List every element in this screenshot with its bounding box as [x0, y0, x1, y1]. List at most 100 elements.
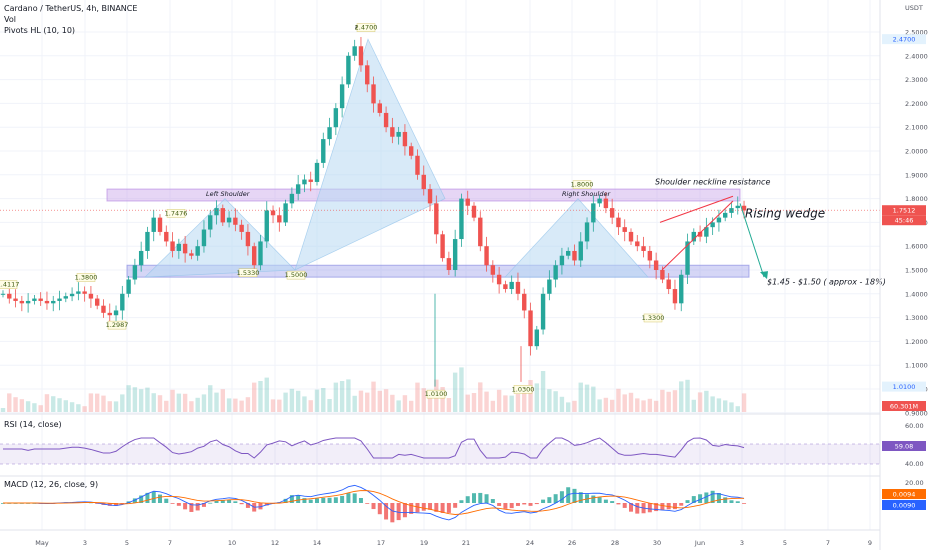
volume-bar	[402, 395, 408, 412]
wedge-lower-line	[661, 200, 734, 271]
volume-bar	[346, 379, 351, 412]
pivot-low-value: 1.4117	[0, 281, 19, 289]
candles[interactable]	[0, 36, 747, 387]
volume-bar	[51, 396, 56, 412]
volume-bar	[622, 394, 627, 412]
volume-bar	[672, 390, 678, 412]
macd-bar	[566, 487, 571, 503]
rsi-label[interactable]: RSI (14, close)	[4, 420, 62, 429]
macd-bar	[472, 493, 476, 503]
macd-bar	[735, 501, 740, 503]
macd-bar	[158, 494, 162, 503]
volume-bar	[440, 387, 445, 412]
pivot-low-label	[107, 320, 127, 330]
macd-bar	[597, 497, 602, 503]
macd-bar	[672, 503, 677, 510]
candle	[597, 198, 602, 204]
volume-bar	[729, 402, 734, 412]
volume-bar	[25, 401, 31, 412]
volume-bar	[233, 398, 238, 412]
volume-bar	[616, 388, 621, 412]
volume-bar	[635, 398, 640, 412]
candle	[377, 103, 382, 113]
candle	[534, 329, 539, 347]
main-pane[interactable]	[0, 0, 880, 412]
volume-bar	[132, 387, 138, 412]
price-tick: 1.6000	[905, 243, 928, 251]
macd-bar	[685, 500, 690, 503]
volume-bar	[522, 392, 527, 412]
last-price-badge	[882, 205, 926, 216]
candle	[440, 234, 445, 259]
macd-bar	[258, 503, 263, 510]
volume-bar	[572, 400, 577, 412]
candle	[88, 293, 94, 299]
pivot-low-value: 1.5000	[285, 271, 308, 279]
macd-bar	[289, 495, 294, 503]
macd-bar	[541, 499, 546, 503]
time-tick: 10	[228, 539, 236, 547]
candle	[170, 241, 175, 251]
macd-bar	[233, 501, 238, 503]
symbol-title[interactable]: Cardano / TetherUS, 4h, BINANCE	[4, 4, 138, 13]
macd-bar	[484, 494, 489, 503]
candle	[635, 241, 640, 247]
time-tick: 12	[271, 539, 279, 547]
pivot-high-label	[572, 180, 592, 189]
candle	[490, 265, 496, 275]
macd-bar	[302, 498, 307, 503]
candle	[710, 222, 715, 228]
macd-bar	[660, 503, 665, 511]
candle	[289, 193, 295, 204]
candle	[566, 250, 571, 256]
candle	[622, 227, 627, 232]
price-tick: 1.4000	[905, 290, 928, 298]
candle	[503, 284, 508, 290]
candle	[208, 215, 213, 230]
time-tick: 7	[826, 539, 830, 547]
candle	[164, 231, 169, 242]
low-value-text: 1.0100	[893, 383, 916, 391]
macd-bar	[421, 503, 426, 511]
countdown-text: 45:46	[895, 217, 914, 225]
volume-bar	[741, 393, 747, 412]
macd-bar	[691, 496, 696, 503]
macd-bar	[220, 500, 225, 503]
candle	[264, 210, 269, 242]
candle	[308, 179, 313, 182]
axes: USDT 2.5000 2.4000 2.3000 2.2000 2.1000 2.0000…	[35, 4, 927, 547]
volume-bar	[258, 381, 263, 412]
macd-bar	[308, 499, 313, 503]
macd-bar	[716, 493, 721, 503]
macd-bar	[264, 503, 269, 506]
macd-bar	[446, 503, 451, 513]
vol-indicator-label[interactable]: Vol	[4, 15, 16, 24]
candle	[735, 205, 740, 209]
candle	[609, 208, 615, 218]
volume-bar	[578, 382, 583, 412]
volume-bar	[120, 394, 125, 412]
candle	[327, 127, 332, 140]
price-tick: 2.4000	[905, 52, 928, 60]
candle	[51, 300, 56, 304]
macd-bar	[578, 492, 583, 503]
macd-bar	[654, 503, 659, 512]
macd-bar	[189, 503, 194, 512]
candle	[189, 253, 194, 256]
volume-bar	[170, 389, 175, 412]
macd-bar	[183, 503, 188, 510]
volume-bar	[164, 400, 169, 412]
candle	[723, 212, 728, 218]
pivot-low-value: 1.3300	[642, 314, 665, 322]
right-shoulder-label: Right Shoulder	[562, 190, 611, 198]
volume-bar	[339, 381, 345, 412]
pivots-indicator-label[interactable]: Pivots HL (10, 10)	[4, 26, 76, 35]
macd-bar	[553, 494, 558, 503]
volume-bar	[377, 390, 382, 412]
candle	[346, 55, 351, 85]
macd-bar	[428, 503, 433, 510]
volume-bar	[559, 396, 565, 412]
macd-label[interactable]: MACD (12, 26, close, 9)	[4, 480, 99, 489]
candle	[459, 198, 464, 240]
